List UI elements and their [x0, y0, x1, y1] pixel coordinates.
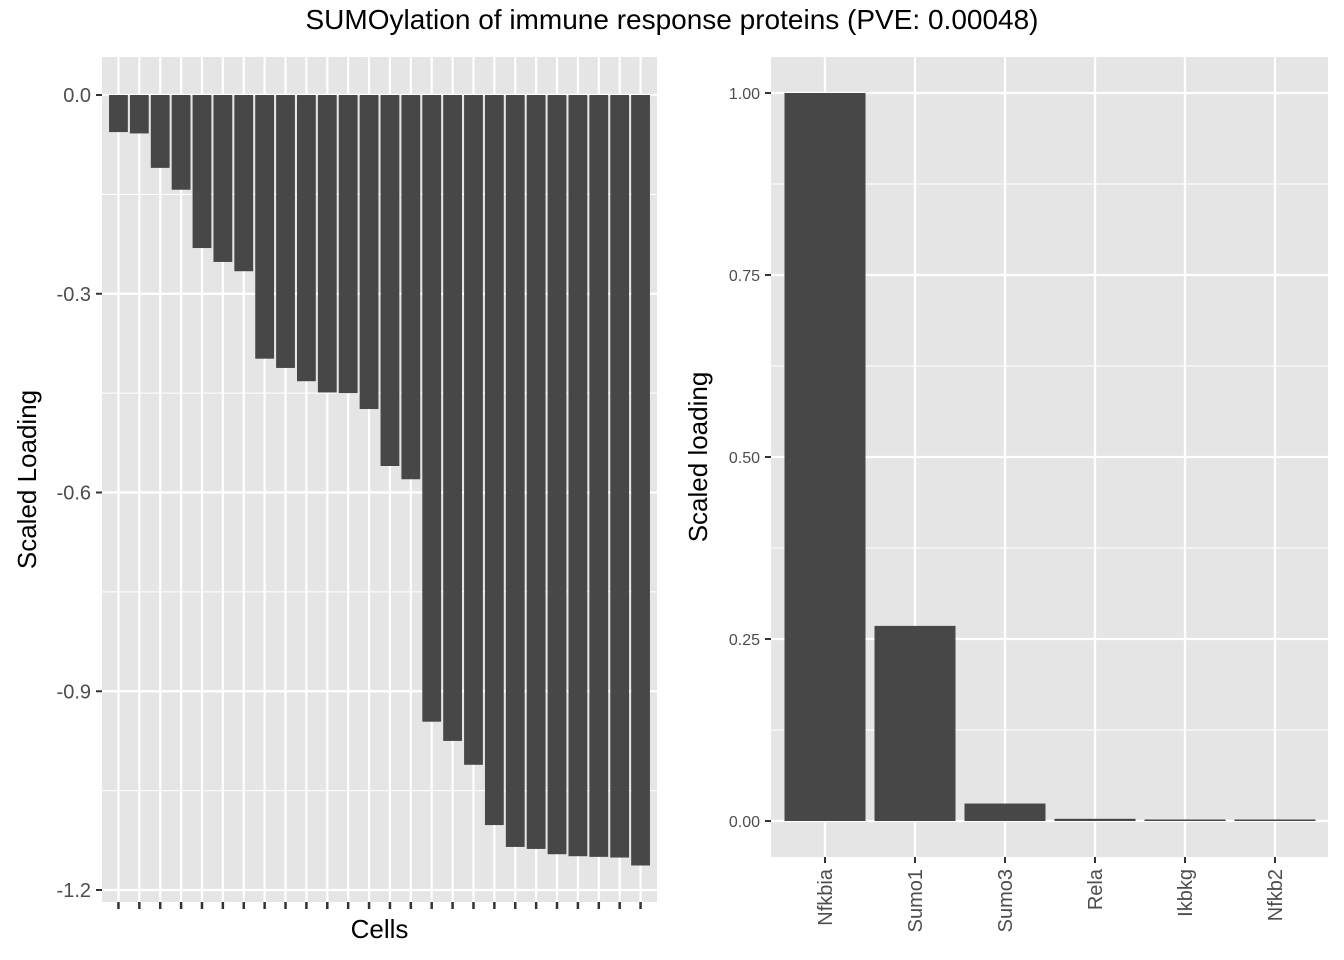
left-bar	[129, 95, 149, 134]
left-bar	[568, 95, 588, 857]
left-bar	[526, 95, 546, 849]
left-bar	[359, 95, 379, 410]
left-bar	[422, 95, 442, 722]
left-bar	[234, 95, 254, 272]
left-bar	[276, 95, 295, 368]
left-bar	[213, 95, 233, 262]
right-x-tick-label: Sumo1	[905, 869, 927, 932]
right-bar	[964, 803, 1046, 821]
right-y-tick-label: 0.50	[729, 450, 760, 467]
left-bar	[505, 95, 525, 847]
right-y-tick-label: 0.25	[729, 632, 760, 649]
right-y-axis: 0.00 0.25 0.50 0.75 1.00	[729, 86, 771, 831]
left-bar	[338, 95, 358, 394]
chart-title: SUMOylation of immune response proteins …	[305, 4, 1039, 35]
right-y-tick-label: 1.00	[729, 86, 760, 103]
left-y-tick-label: 0.0	[63, 85, 91, 107]
right-x-tick-label: Ikbkg	[1175, 869, 1197, 917]
left-bar	[610, 95, 630, 858]
left-y-tick-label: -0.3	[57, 284, 91, 306]
right-bars	[784, 93, 1316, 821]
right-y-tick-label: 0.75	[729, 268, 760, 285]
left-y-axis: 0.0 -0.3 -0.6 -0.9 -1.2	[57, 85, 102, 902]
left-bar	[150, 95, 170, 168]
right-bar	[1054, 818, 1136, 821]
left-bar	[589, 95, 609, 857]
left-bar	[255, 95, 275, 359]
left-bar	[317, 95, 337, 393]
right-x-tick-label: Nfkb2	[1265, 869, 1287, 921]
left-x-axis	[117, 902, 642, 909]
left-y-tick-label: -0.6	[57, 483, 91, 505]
right-x-tick-label: Sumo3	[995, 869, 1017, 932]
left-x-axis-title: Cells	[351, 914, 409, 944]
left-bar	[464, 95, 483, 765]
right-plot: 0.00 0.25 0.50 0.75 1.00 Nfkbia Sumo1 Sumo3 Rel…	[683, 57, 1328, 932]
left-bars	[109, 95, 650, 866]
right-bar	[1144, 819, 1226, 821]
left-y-tick-label: -0.9	[57, 681, 91, 703]
left-bar	[109, 95, 128, 133]
right-bar	[784, 93, 866, 821]
left-y-tick-label: -1.2	[57, 880, 91, 902]
left-bar	[380, 95, 400, 466]
right-bar	[1234, 819, 1316, 821]
right-x-tick-label: Nfkbia	[815, 868, 837, 926]
right-x-axis: Nfkbia Sumo1 Sumo3 Rela Ikbkg Nfkb2	[815, 857, 1287, 932]
left-bar	[631, 95, 650, 866]
left-bar	[192, 95, 212, 249]
left-plot: 0.0 -0.3 -0.6 -0.9 -1.2 Cells Scaled Loading	[12, 57, 657, 944]
right-y-axis-title: Scaled loading	[683, 372, 713, 543]
left-y-axis-title: Scaled Loading	[12, 390, 42, 569]
right-x-tick-label: Rela	[1085, 868, 1107, 910]
left-bar	[171, 95, 191, 190]
left-bar	[297, 95, 316, 382]
right-bar	[874, 625, 956, 821]
left-bar	[443, 95, 462, 741]
left-bar	[401, 95, 421, 480]
left-bar	[547, 95, 567, 855]
left-bar	[484, 95, 504, 826]
right-y-tick-label: 0.00	[729, 814, 760, 831]
